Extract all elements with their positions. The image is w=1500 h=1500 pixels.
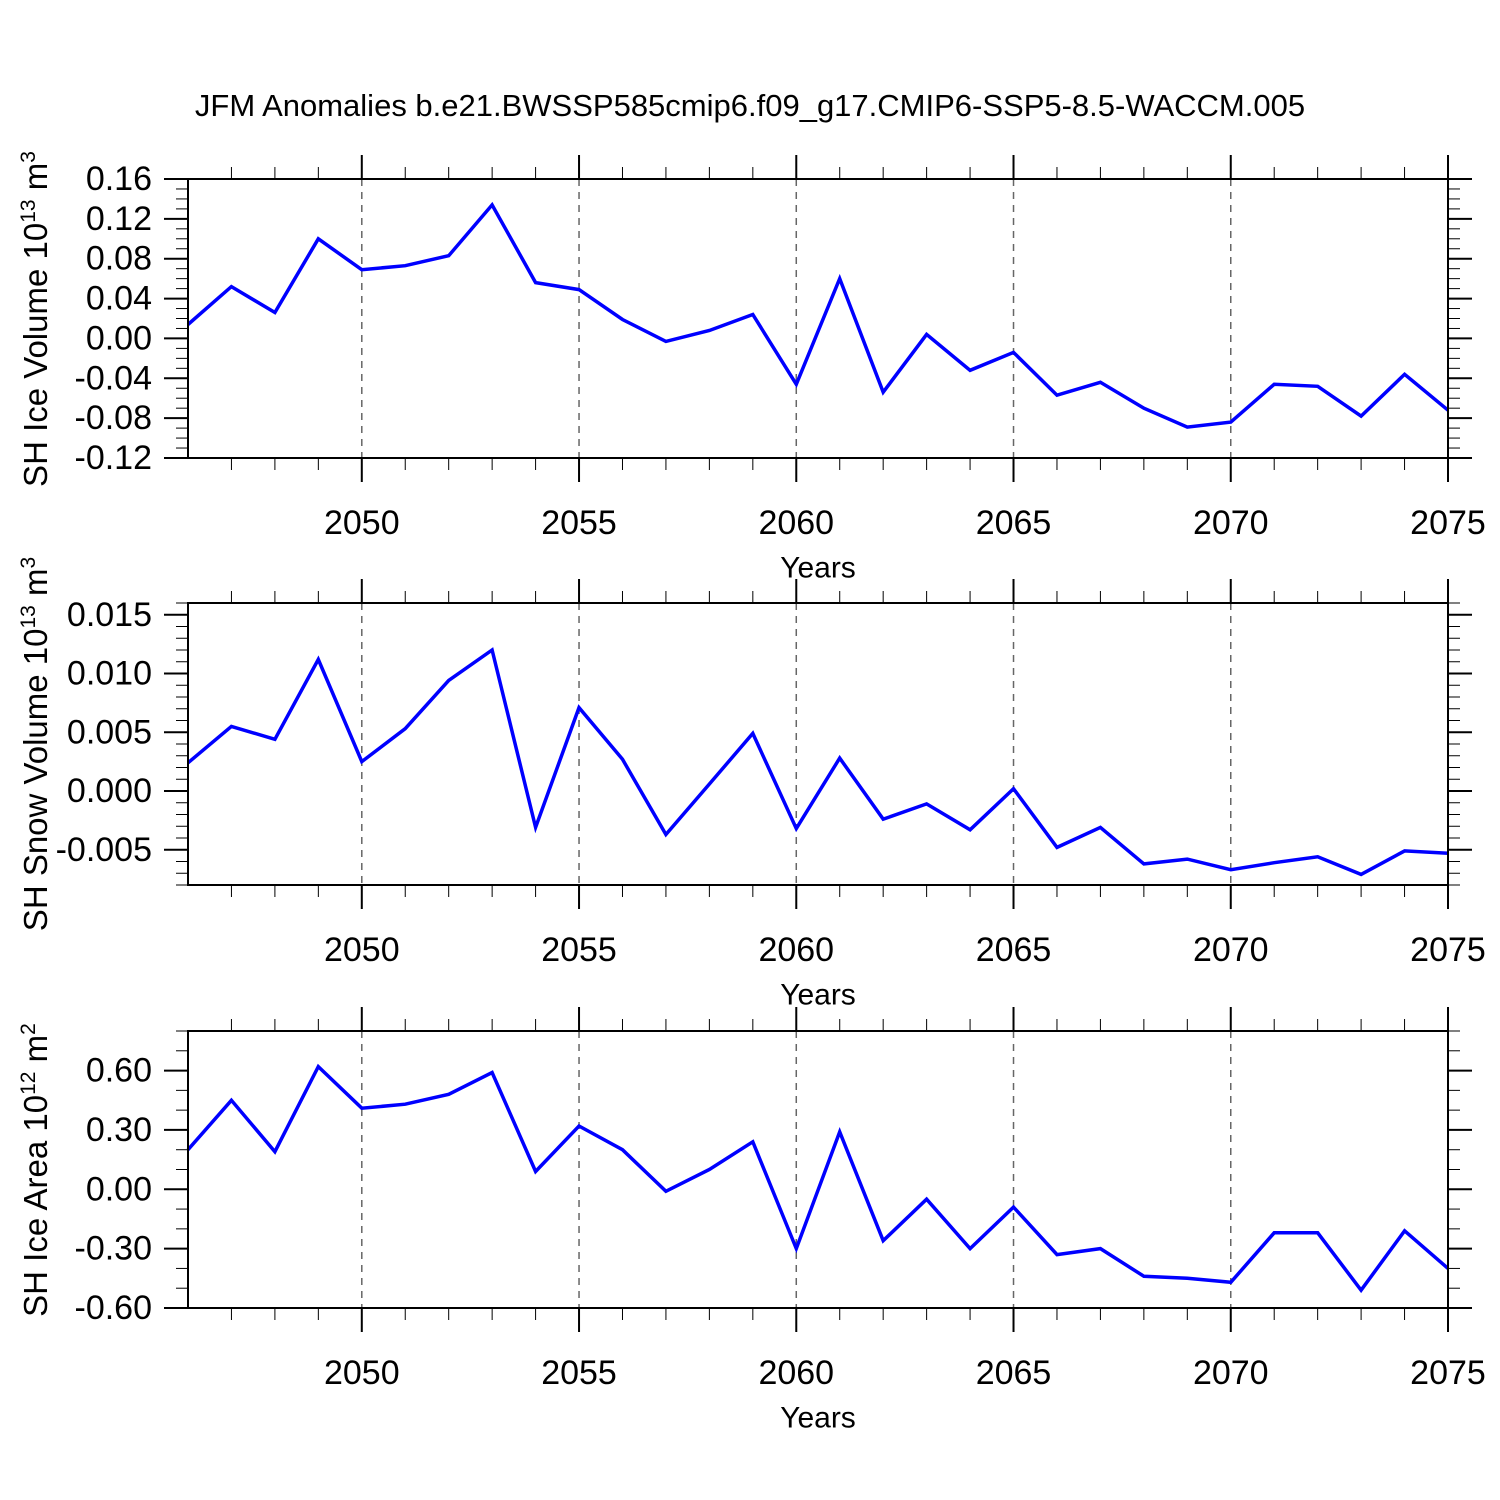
y-tick-label: 0.04 xyxy=(86,280,152,318)
x-tick-label: 2075 xyxy=(1410,504,1486,542)
y-tick-label: -0.04 xyxy=(75,359,153,397)
y-tick-label: 0.08 xyxy=(86,240,152,278)
x-tick-label: 2075 xyxy=(1410,931,1486,969)
data-line-sh-snow-volume xyxy=(186,647,1449,877)
y-tick-label: 0.00 xyxy=(86,1170,152,1208)
x-tick-label: 2070 xyxy=(1193,1354,1269,1392)
y-tick-label: -0.30 xyxy=(75,1230,153,1268)
y-tick-label: -0.60 xyxy=(75,1289,153,1327)
x-tick-label: 2060 xyxy=(758,1354,834,1392)
y-axis-title-ice-area: SH Ice Area 1012 m2 xyxy=(17,1023,55,1317)
y-tick-label: 0.00 xyxy=(86,319,152,357)
x-tick-label: 2060 xyxy=(758,504,834,542)
x-tick-label: 2050 xyxy=(324,931,400,969)
y-axis-title-unit-exponent: 2 xyxy=(17,1022,40,1035)
data-line-sh-ice-area xyxy=(186,1063,1450,1294)
y-tick-label: -0.005 xyxy=(56,831,152,869)
x-tick-label: 2050 xyxy=(324,1354,400,1392)
y-axis-title-unit-exponent: 3 xyxy=(17,556,40,569)
panel-frame xyxy=(187,602,1449,886)
panel-frame xyxy=(187,1030,1449,1309)
panel-frame xyxy=(187,178,1449,459)
x-tick-label: 2070 xyxy=(1193,931,1269,969)
y-tick-label: 0.60 xyxy=(86,1052,152,1090)
y-axis-title-unit-exponent: 3 xyxy=(17,150,40,163)
x-tick-label: 2075 xyxy=(1410,1354,1486,1392)
y-axis-title-unit: m xyxy=(17,1034,54,1072)
y-tick-label: -0.12 xyxy=(75,439,153,477)
x-tick-label: 2065 xyxy=(976,931,1052,969)
x-axis-title: Years xyxy=(780,552,856,585)
x-tick-label: 2065 xyxy=(976,1354,1052,1392)
x-tick-label: 2055 xyxy=(541,504,617,542)
y-axis-title-exponent: 13 xyxy=(17,605,40,629)
y-tick-label: 0.12 xyxy=(86,200,152,238)
y-axis-title-text: SH Ice Volume 10 xyxy=(17,222,54,487)
x-tick-label: 2055 xyxy=(541,931,617,969)
plot-title: JFM Anomalies b.e21.BWSSP585cmip6.f09_g1… xyxy=(194,88,1306,123)
y-tick-label: -0.08 xyxy=(75,399,153,437)
y-axis-title-ice-volume: SH Ice Volume 1013 m3 xyxy=(17,151,55,487)
y-axis-title-exponent: 12 xyxy=(17,1071,40,1095)
x-tick-label: 2050 xyxy=(324,504,400,542)
data-line-sh-ice-volume xyxy=(186,201,1450,429)
y-axis-title-exponent: 13 xyxy=(17,198,40,223)
y-tick-label: 0.000 xyxy=(67,772,152,810)
x-tick-label: 2060 xyxy=(758,931,834,969)
x-axis-title: Years xyxy=(780,979,856,1012)
x-tick-label: 2065 xyxy=(976,504,1052,542)
y-axis-title-snow-volume: SH Snow Volume 1013 m3 xyxy=(17,557,55,931)
x-axis-title: Years xyxy=(780,1402,856,1435)
x-tick-label: 2055 xyxy=(541,1354,617,1392)
y-tick-label: 0.010 xyxy=(67,655,152,693)
y-axis-title-unit: m xyxy=(17,568,54,606)
y-tick-label: 0.16 xyxy=(86,160,152,198)
y-tick-label: 0.015 xyxy=(67,596,152,634)
y-axis-title-unit: m xyxy=(17,162,54,199)
y-axis-title-text: SH Snow Volume 10 xyxy=(17,628,54,932)
y-tick-label: 0.30 xyxy=(86,1111,152,1149)
y-axis-title-text: SH Ice Area 10 xyxy=(17,1094,54,1317)
x-tick-label: 2070 xyxy=(1193,504,1269,542)
y-tick-label: 0.005 xyxy=(67,713,152,751)
